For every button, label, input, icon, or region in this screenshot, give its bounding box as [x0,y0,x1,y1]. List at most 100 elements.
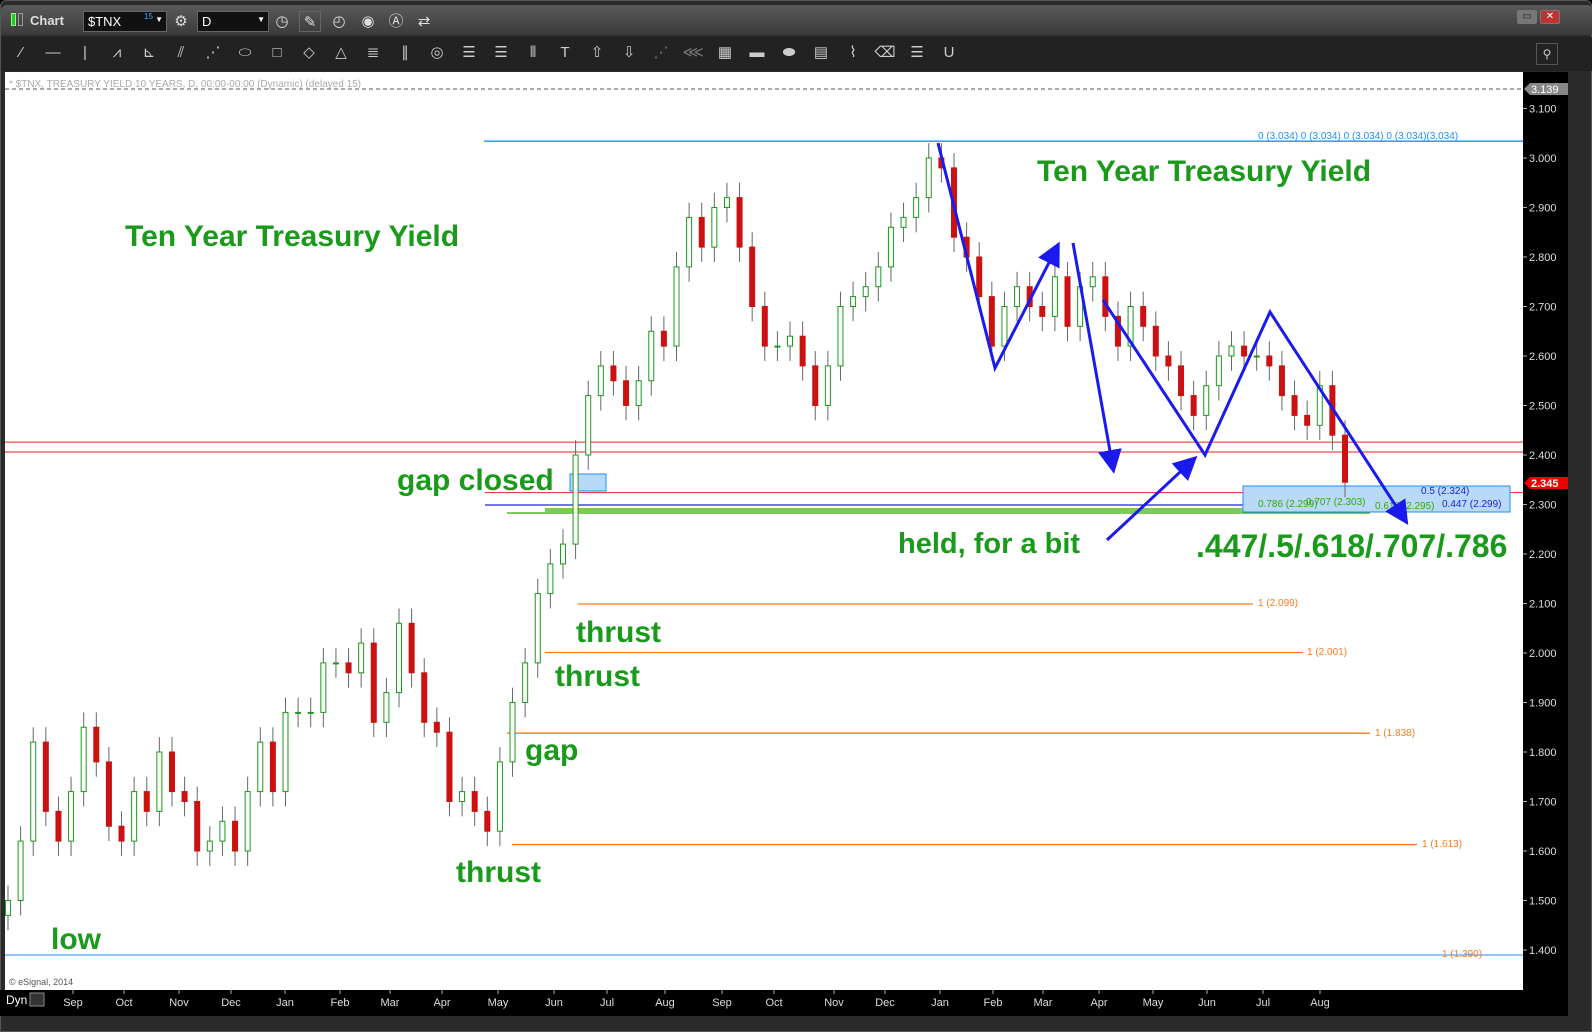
candle [1039,306,1046,317]
fib-level-label: 0.618 (2.295) [1375,501,1435,512]
dyn-label[interactable]: Dyn [6,993,27,1007]
x-tick-label: May [1143,997,1164,1009]
pencil-icon[interactable]: ✎ [299,11,321,32]
candle [332,662,339,665]
ellipse-tool[interactable]: ⬭ [238,44,252,61]
comment-tool[interactable]: ☰ [910,44,924,61]
vertical-line-tool[interactable]: | [83,44,87,61]
symbol-input[interactable]: $TNX 15 ▼ [83,11,167,32]
mob-tool[interactable]: ▬ [749,44,765,61]
x-tick-label: Oct [115,997,132,1009]
high-marker: 3.139 [1524,83,1568,96]
title-bar: Chart $TNX 15 ▼ ⚙ D ▼ ◷ ✎ ◴ ◉ Ⓐ ⇄ ▭ ✕ [1,5,1592,35]
x-tick-label: Mar [381,997,400,1009]
channel-tool[interactable]: ≣ [366,44,380,61]
fib-level-label: 1 (1.613) [1422,839,1462,850]
y-tick-label: 2.200 [1529,549,1557,561]
candle [648,330,655,382]
x-tick-label: Jun [1198,997,1216,1009]
x-tick-label: Aug [655,997,675,1009]
candle [597,365,604,397]
candle [1241,345,1248,357]
play-icon[interactable]: ◉ [361,13,375,30]
andrews-tool[interactable]: ⋘ [682,44,704,61]
candle [42,741,49,812]
candle [787,335,794,347]
fib-retracement-tool[interactable]: ☰ [462,44,476,61]
candle [1304,414,1311,426]
candle [1342,434,1348,483]
fan-lines-tool[interactable]: ⋰ [653,44,669,61]
x-tick-label: Mar [1034,997,1053,1009]
text-tool[interactable]: T [560,44,570,61]
candle [559,543,566,565]
candle [635,380,642,406]
candle [320,662,327,713]
candle [736,197,743,248]
trend-tool[interactable]: ⌇ [849,44,857,61]
line-tool[interactable]: ⁄ [19,44,23,61]
restore-button[interactable]: ▭ [1517,10,1537,24]
diamond-tool[interactable]: ◇ [303,44,315,61]
y-tick-label: 2.500 [1529,401,1557,413]
candle [837,306,844,367]
candle [1178,365,1185,397]
pin-icon[interactable]: ⚲ [1536,43,1558,65]
last-price-marker: 2.345 [1524,477,1568,490]
candle [1165,355,1172,367]
fib-level-label: 0.5 (2.324) [1421,486,1469,497]
candle [383,692,390,723]
candle [900,216,907,228]
low-label: low [51,923,102,956]
candle [925,157,932,199]
chart-refresh-icon[interactable]: ◴ [332,13,346,30]
fib-level-label: 1 (2.001) [1307,647,1347,658]
cycles-tool[interactable]: ◎ [430,44,444,61]
zoom-icon[interactable] [29,992,45,1007]
y-tick-label: 1.900 [1529,698,1557,710]
candle [358,642,365,674]
thrust-label-1: thrust [576,616,661,649]
candle [143,791,150,812]
candle [547,563,554,595]
fib-fan-tool[interactable]: ⫽ [177,44,185,61]
x-tick-label: Sep [712,997,732,1009]
candle [887,226,894,268]
eraser-tool[interactable]: ⌫ [874,44,896,61]
time-zones-tool[interactable]: ⦀ [529,44,537,61]
magnet-tool[interactable]: U [943,44,955,61]
pti-tool[interactable]: ▤ [813,44,829,61]
x-tick-label: Nov [169,997,189,1009]
candle [509,702,516,763]
arrow-down-tool[interactable]: ⇩ [622,44,636,61]
horizontal-line-tool[interactable]: — [45,44,61,61]
candle [269,741,276,793]
candle [660,330,667,347]
y-tick-label: 2.900 [1529,203,1557,215]
interval-select[interactable]: D ▼ [197,11,269,32]
gann-fan-tool[interactable]: ⊾ [142,44,156,61]
zigzag-tool[interactable]: ⩘ [112,44,122,61]
window-title: Chart [30,13,64,28]
settings-icon[interactable]: ⚙ [174,13,188,30]
candle [282,711,289,793]
candle [1089,276,1096,288]
alert-icon[interactable]: Ⓐ [388,13,404,30]
grid-tool[interactable]: ▦ [717,44,733,61]
clock-icon[interactable]: ◷ [275,13,289,30]
trend-arrow-2 [1071,242,1122,474]
rectangle-tool[interactable]: □ [272,44,282,61]
candle [1014,286,1021,308]
close-button[interactable]: ✕ [1540,10,1560,24]
triangle-tool[interactable]: △ [335,44,347,61]
title-left: Ten Year Treasury Yield [125,220,459,253]
link-icon[interactable]: ⇄ [417,13,431,30]
parallel-lines-tool[interactable]: ∥ [401,44,409,61]
tj-tool[interactable]: ⬬ [782,44,796,61]
candle [55,810,62,842]
arrow-up-tool[interactable]: ⇧ [590,44,604,61]
speed-lines-tool[interactable]: ⋰ [205,44,221,61]
fib-extension-tool[interactable]: ☰ [494,44,508,61]
x-tick-label: Jun [545,997,563,1009]
